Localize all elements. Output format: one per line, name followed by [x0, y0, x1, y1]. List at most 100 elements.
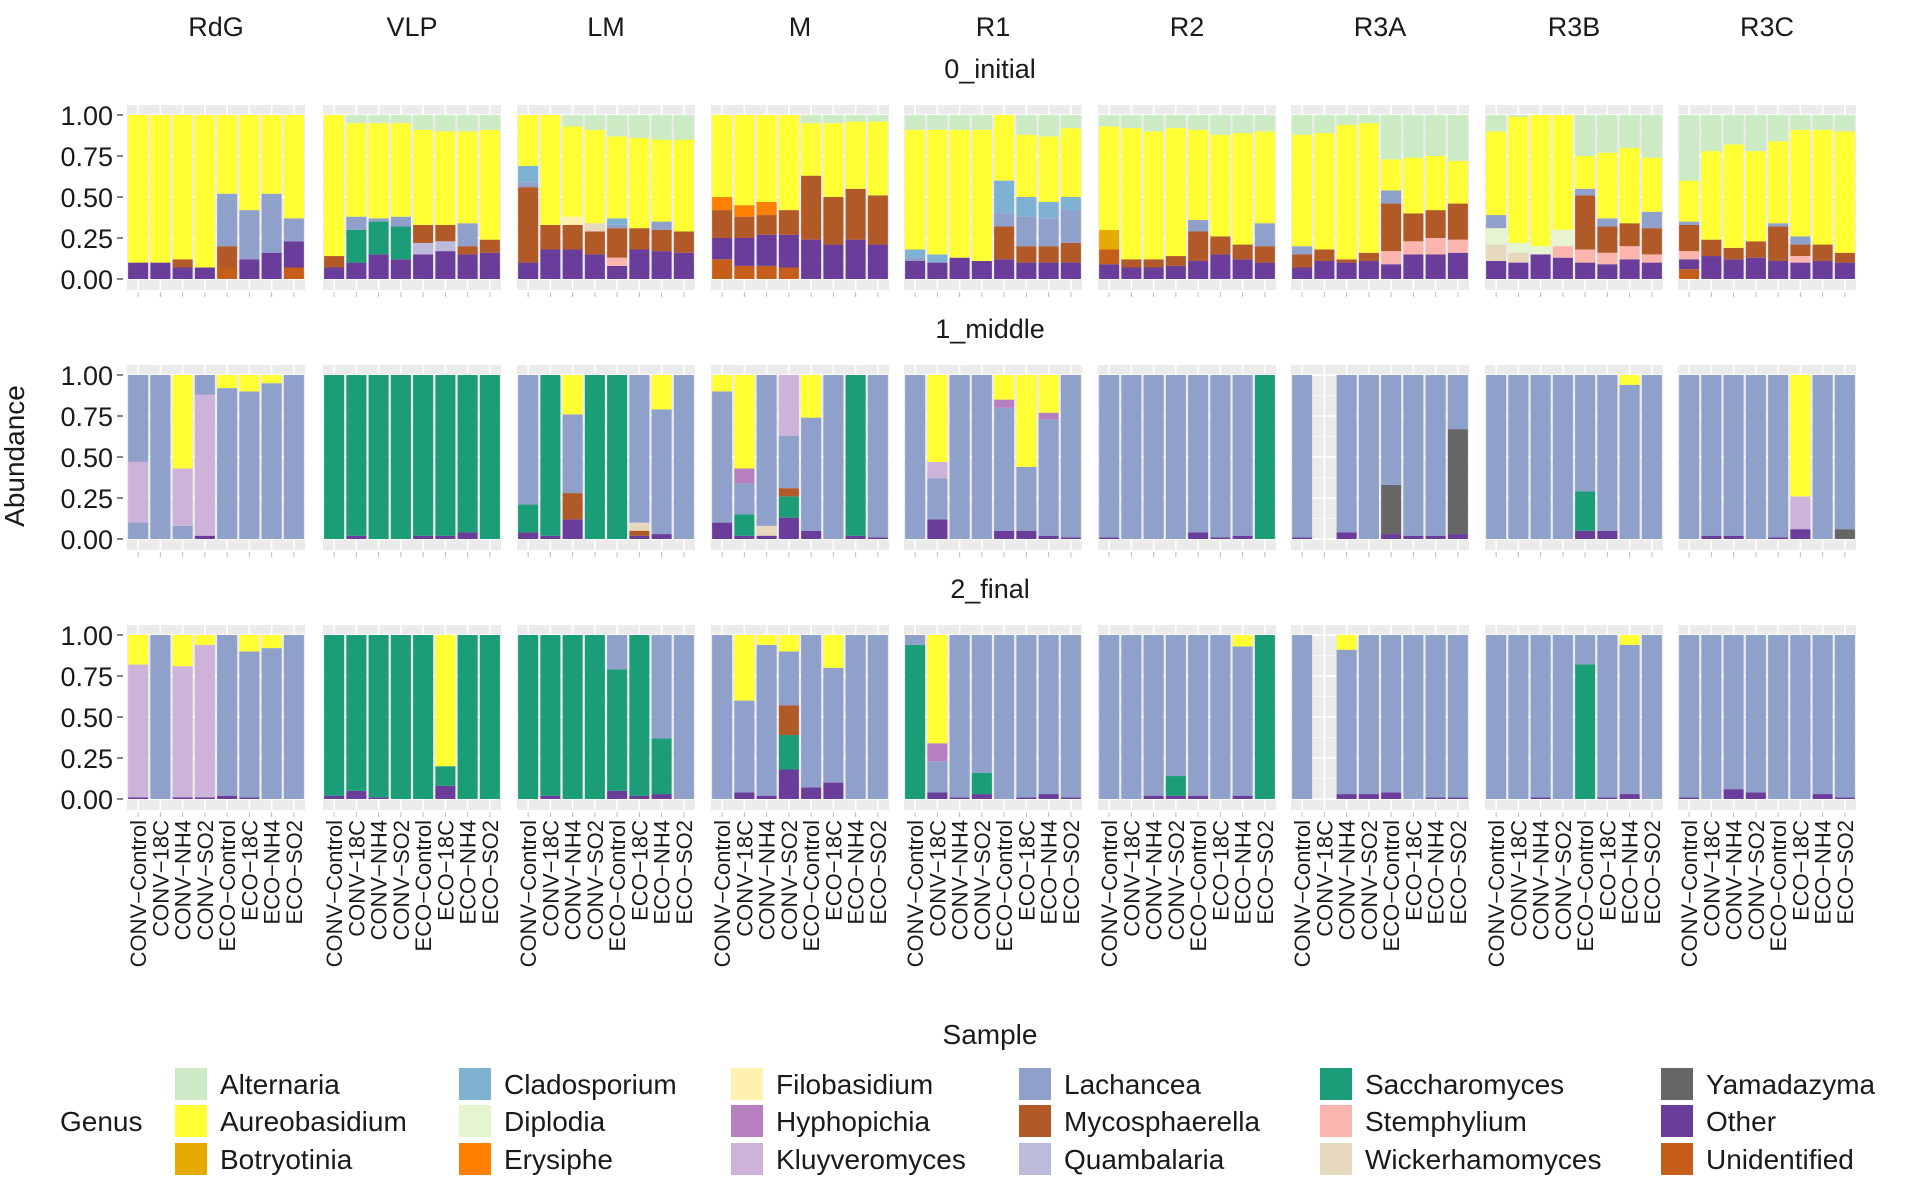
x-tick-label: CONV−SO2	[970, 820, 995, 940]
bar-segment-aureobasidium	[1358, 123, 1379, 253]
bar-segment-lachancea	[1121, 635, 1142, 799]
bar-segment-mycosphaerella	[1812, 244, 1833, 261]
bar-segment-other	[324, 795, 345, 799]
x-tick-label: CONV−Control	[1677, 820, 1702, 967]
bar-segment-aureobasidium	[346, 123, 367, 217]
bar-segment-lachancea	[1060, 375, 1081, 538]
legend-label-erysiphe: Erysiphe	[504, 1144, 613, 1175]
bar-segment-alternaria	[1834, 115, 1855, 132]
bar-segment-lachancea	[673, 635, 694, 799]
bar-segment-alternaria	[562, 115, 583, 127]
bar-segment-saccharomyces	[845, 375, 866, 536]
bar-segment-mycosphaerella	[1597, 226, 1618, 253]
bar-segment-lachancea	[457, 223, 478, 247]
y-tick-label: 0.25	[60, 224, 113, 254]
bar-segment-lachancea	[1701, 375, 1722, 536]
bar-segment-hyphopichia	[927, 743, 948, 762]
bar-segment-mycosphaerella	[562, 493, 583, 520]
bar-segment-filobasidium	[562, 216, 583, 225]
x-tick-label: ECO−18C	[433, 820, 458, 921]
bar-segment-lachancea	[778, 435, 799, 489]
x-tick-label: CONV−SO2	[1164, 820, 1189, 940]
bar-segment-other	[346, 790, 367, 799]
bar-segment-lachancea	[1358, 635, 1379, 795]
legend-swatch-lachancea	[1019, 1068, 1051, 1100]
bar-segment-saccharomyces	[1254, 635, 1275, 799]
bar-segment-aureobasidium	[1575, 156, 1596, 189]
x-tick-label: ECO−18C	[237, 820, 262, 921]
bar-segment-mycosphaerella	[1381, 203, 1402, 252]
bar-segment-aureobasidium	[712, 375, 733, 392]
x-tick-label: CONV−SO2	[583, 820, 608, 940]
bar-segment-lachancea	[905, 635, 926, 645]
bar-segment-stemphylium	[1381, 251, 1402, 265]
bar-segment-other	[413, 535, 434, 539]
bar-segment-wickerhamomyces	[629, 522, 650, 531]
bar-segment-mycosphaerella	[778, 705, 799, 736]
bar-segment-alternaria	[457, 115, 478, 132]
bar-segment-mycosphaerella	[1038, 246, 1059, 263]
bar-segment-lachancea	[518, 182, 539, 188]
bar-segment-aureobasidium	[1099, 126, 1120, 230]
bar-segment-lachancea	[239, 391, 260, 539]
legend-label-diplodia: Diplodia	[504, 1106, 606, 1137]
x-tick-label: ECO−Control	[992, 820, 1017, 951]
bar-segment-lachancea	[1834, 635, 1855, 798]
bar-segment-other	[540, 249, 561, 279]
legend-swatch-other	[1661, 1105, 1693, 1137]
bar-segment-aureobasidium	[734, 375, 755, 469]
bar-segment-other	[607, 265, 628, 279]
bar-segment-lachancea	[1790, 236, 1811, 245]
bar-segment-aureobasidium	[927, 129, 948, 255]
bar-segment-diplodia	[1486, 228, 1507, 245]
bar-segment-alternaria	[673, 115, 694, 140]
legend-swatch-cladosporium	[459, 1068, 491, 1100]
x-tick-label: CONV−NH4	[755, 820, 780, 940]
bar-segment-other	[1038, 535, 1059, 539]
bar-segment-aureobasidium	[239, 115, 260, 211]
x-tick-label: ECO−Control	[1186, 820, 1211, 951]
bar-segment-mycosphaerella	[1701, 239, 1722, 257]
bar-segment-aureobasidium	[239, 375, 260, 392]
bar-segment-other	[1016, 530, 1037, 539]
bar-segment-lachancea	[801, 635, 822, 788]
bar-segment-mycosphaerella	[823, 197, 844, 245]
bar-segment-kluyveromyces	[778, 375, 799, 436]
bar-segment-other	[1403, 254, 1424, 279]
bar-segment-mycosphaerella	[673, 231, 694, 253]
x-tick-label: ECO−Control	[799, 820, 824, 951]
bar-segment-other	[435, 785, 456, 799]
bar-segment-other	[239, 259, 260, 279]
bar-segment-other	[927, 262, 948, 279]
bar-segment-lachancea	[867, 375, 888, 538]
bar-segment-lachancea	[1530, 635, 1551, 798]
bar-segment-alternaria	[1701, 115, 1722, 152]
bar-segment-aureobasidium	[1790, 129, 1811, 237]
bar-segment-mycosphaerella	[1723, 247, 1744, 260]
bar-segment-stemphylium	[1619, 246, 1640, 260]
bar-segment-aureobasidium	[1016, 134, 1037, 197]
bar-segment-other	[128, 262, 149, 279]
bar-segment-other	[1508, 262, 1529, 279]
bar-segment-aureobasidium	[734, 115, 755, 206]
bar-segment-other	[629, 795, 650, 799]
legend-swatch-erysiphe	[459, 1143, 491, 1175]
bar-segment-saccharomyces	[607, 375, 628, 539]
bar-segment-other	[801, 787, 822, 799]
x-tick-label: CONV−Control	[903, 820, 928, 967]
bar-segment-mycosphaerella	[1121, 259, 1142, 268]
bar-segment-yamadazyma	[1381, 484, 1402, 535]
bar-segment-mycosphaerella	[607, 228, 628, 258]
x-tick-label: CONV−Control	[710, 820, 735, 967]
x-tick-label: ECO−NH4	[1231, 820, 1256, 925]
bar-segment-saccharomyces	[479, 635, 500, 799]
bar-segment-lachancea	[1486, 215, 1507, 229]
x-tick-label: ECO−Control	[1766, 820, 1791, 951]
bar-segment-saccharomyces	[540, 635, 561, 796]
bar-segment-other	[756, 234, 777, 266]
bar-segment-alternaria	[1016, 115, 1037, 135]
x-tick-label: CONV−Control	[322, 820, 347, 967]
bar-segment-aureobasidium	[778, 115, 799, 211]
x-axis-title: Sample	[943, 1019, 1038, 1050]
bar-segment-other	[1575, 530, 1596, 539]
